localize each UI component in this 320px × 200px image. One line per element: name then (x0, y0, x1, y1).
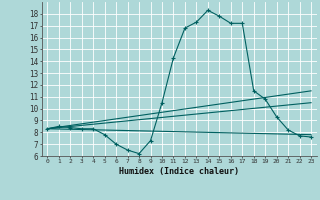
X-axis label: Humidex (Indice chaleur): Humidex (Indice chaleur) (119, 167, 239, 176)
